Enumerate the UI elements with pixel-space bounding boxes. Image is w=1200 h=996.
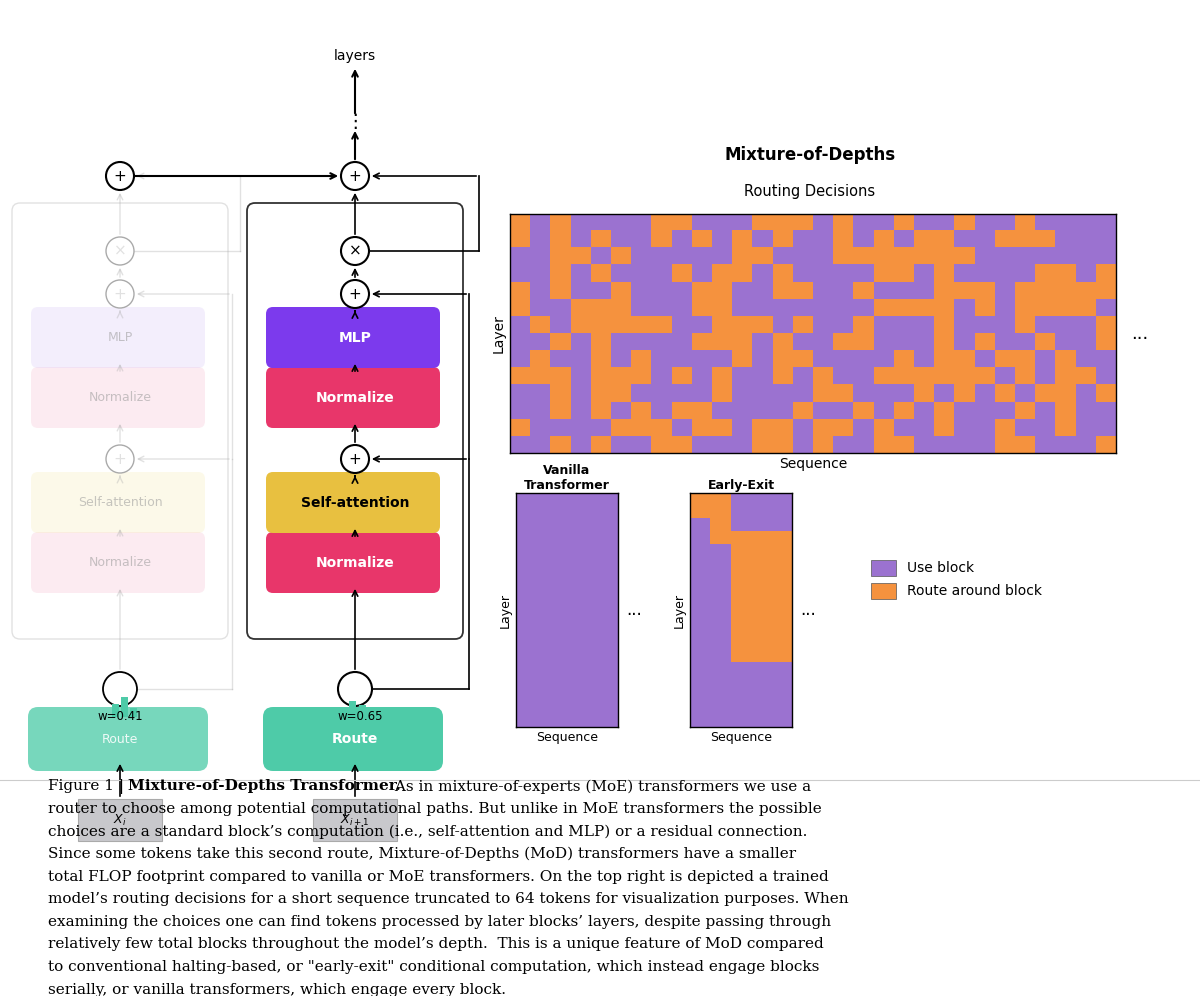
Text: Route: Route bbox=[102, 732, 138, 745]
Text: As in mixture-of-experts (MoE) transformers we use a: As in mixture-of-experts (MoE) transform… bbox=[390, 779, 811, 794]
Text: layers: layers bbox=[334, 49, 376, 63]
Circle shape bbox=[341, 237, 370, 265]
FancyBboxPatch shape bbox=[266, 472, 440, 533]
Bar bbox=[313, 799, 397, 841]
Circle shape bbox=[341, 280, 370, 308]
Legend: Use block, Route around block: Use block, Route around block bbox=[871, 560, 1042, 599]
Text: +: + bbox=[114, 451, 126, 466]
Text: MLP: MLP bbox=[107, 331, 133, 344]
Text: to conventional halting-based, or "early-exit" conditional computation, which in: to conventional halting-based, or "early… bbox=[48, 960, 820, 974]
Text: model’s routing decisions for a short sequence truncated to 64 tokens for visual: model’s routing decisions for a short se… bbox=[48, 892, 848, 906]
Text: Route: Route bbox=[332, 732, 378, 746]
Title: Early-Exit: Early-Exit bbox=[708, 479, 774, 492]
Bar bbox=[359, 705, 366, 717]
Text: +: + bbox=[349, 451, 361, 466]
FancyBboxPatch shape bbox=[28, 707, 208, 771]
Text: ⋮: ⋮ bbox=[346, 112, 365, 130]
Text: +: + bbox=[349, 168, 361, 183]
Text: +: + bbox=[349, 287, 361, 302]
Text: Normalize: Normalize bbox=[316, 556, 395, 570]
Bar bbox=[349, 701, 356, 717]
Y-axis label: Layer: Layer bbox=[673, 593, 686, 627]
FancyBboxPatch shape bbox=[31, 472, 205, 533]
Title: Vanilla
Transformer: Vanilla Transformer bbox=[524, 464, 610, 492]
Text: ...: ... bbox=[800, 601, 816, 620]
Text: choices are a standard block’s computation (i.e., self-attention and MLP) or a r: choices are a standard block’s computati… bbox=[48, 825, 808, 839]
Text: Mixture-of-Depths: Mixture-of-Depths bbox=[725, 146, 895, 164]
Text: ×: × bbox=[114, 243, 126, 259]
Circle shape bbox=[106, 445, 134, 473]
Text: Normalize: Normalize bbox=[89, 556, 151, 569]
X-axis label: Sequence: Sequence bbox=[536, 731, 598, 744]
Text: ...: ... bbox=[626, 601, 642, 620]
Text: ...: ... bbox=[1132, 325, 1148, 343]
Y-axis label: Layer: Layer bbox=[492, 314, 506, 354]
Text: Normalize: Normalize bbox=[316, 390, 395, 404]
FancyBboxPatch shape bbox=[263, 707, 443, 771]
FancyBboxPatch shape bbox=[266, 532, 440, 593]
Bar bbox=[112, 704, 119, 717]
FancyBboxPatch shape bbox=[31, 532, 205, 593]
X-axis label: Sequence: Sequence bbox=[779, 457, 847, 471]
Circle shape bbox=[341, 162, 370, 190]
Text: serially, or vanilla transformers, which engage every block.: serially, or vanilla transformers, which… bbox=[48, 982, 506, 996]
Text: MLP: MLP bbox=[338, 331, 372, 345]
Text: +: + bbox=[114, 287, 126, 302]
Text: Since some tokens take this second route, Mixture-of-Depths (MoD) transformers h: Since some tokens take this second route… bbox=[48, 847, 796, 862]
FancyBboxPatch shape bbox=[266, 367, 440, 428]
Text: +: + bbox=[114, 168, 126, 183]
Text: total FLOP footprint compared to vanilla or MoE transformers. On the top right i: total FLOP footprint compared to vanilla… bbox=[48, 870, 829, 883]
Bar bbox=[121, 697, 128, 717]
Text: $X_i$: $X_i$ bbox=[113, 813, 127, 828]
Bar bbox=[130, 708, 137, 717]
Circle shape bbox=[341, 445, 370, 473]
Y-axis label: Layer: Layer bbox=[499, 593, 512, 627]
FancyBboxPatch shape bbox=[266, 307, 440, 368]
FancyBboxPatch shape bbox=[31, 367, 205, 428]
Text: ×: × bbox=[349, 243, 361, 259]
Circle shape bbox=[103, 672, 137, 706]
Text: Self-attention: Self-attention bbox=[301, 495, 409, 510]
FancyBboxPatch shape bbox=[31, 307, 205, 368]
Text: w=0.41: w=0.41 bbox=[97, 709, 143, 722]
X-axis label: Sequence: Sequence bbox=[710, 731, 772, 744]
Text: Self-attention: Self-attention bbox=[78, 496, 162, 509]
Text: Figure 1 |: Figure 1 | bbox=[48, 779, 130, 795]
Text: router to choose among potential computational paths. But unlike in MoE transfor: router to choose among potential computa… bbox=[48, 802, 822, 816]
Text: $X_{i+1}$: $X_{i+1}$ bbox=[341, 813, 370, 828]
Text: Mixture-of-Depths Transformer.: Mixture-of-Depths Transformer. bbox=[128, 779, 401, 794]
Circle shape bbox=[106, 162, 134, 190]
FancyBboxPatch shape bbox=[247, 203, 463, 639]
Text: w=0.65: w=0.65 bbox=[337, 709, 383, 722]
Circle shape bbox=[106, 280, 134, 308]
Bar bbox=[78, 799, 162, 841]
Circle shape bbox=[106, 237, 134, 265]
Text: Routing Decisions: Routing Decisions bbox=[744, 184, 876, 199]
Text: Normalize: Normalize bbox=[89, 391, 151, 404]
Circle shape bbox=[338, 672, 372, 706]
Text: relatively few total blocks throughout the model’s depth.  This is a unique feat: relatively few total blocks throughout t… bbox=[48, 937, 823, 951]
Text: examining the choices one can find tokens processed by later blocks’ layers, des: examining the choices one can find token… bbox=[48, 914, 832, 929]
FancyBboxPatch shape bbox=[12, 203, 228, 639]
